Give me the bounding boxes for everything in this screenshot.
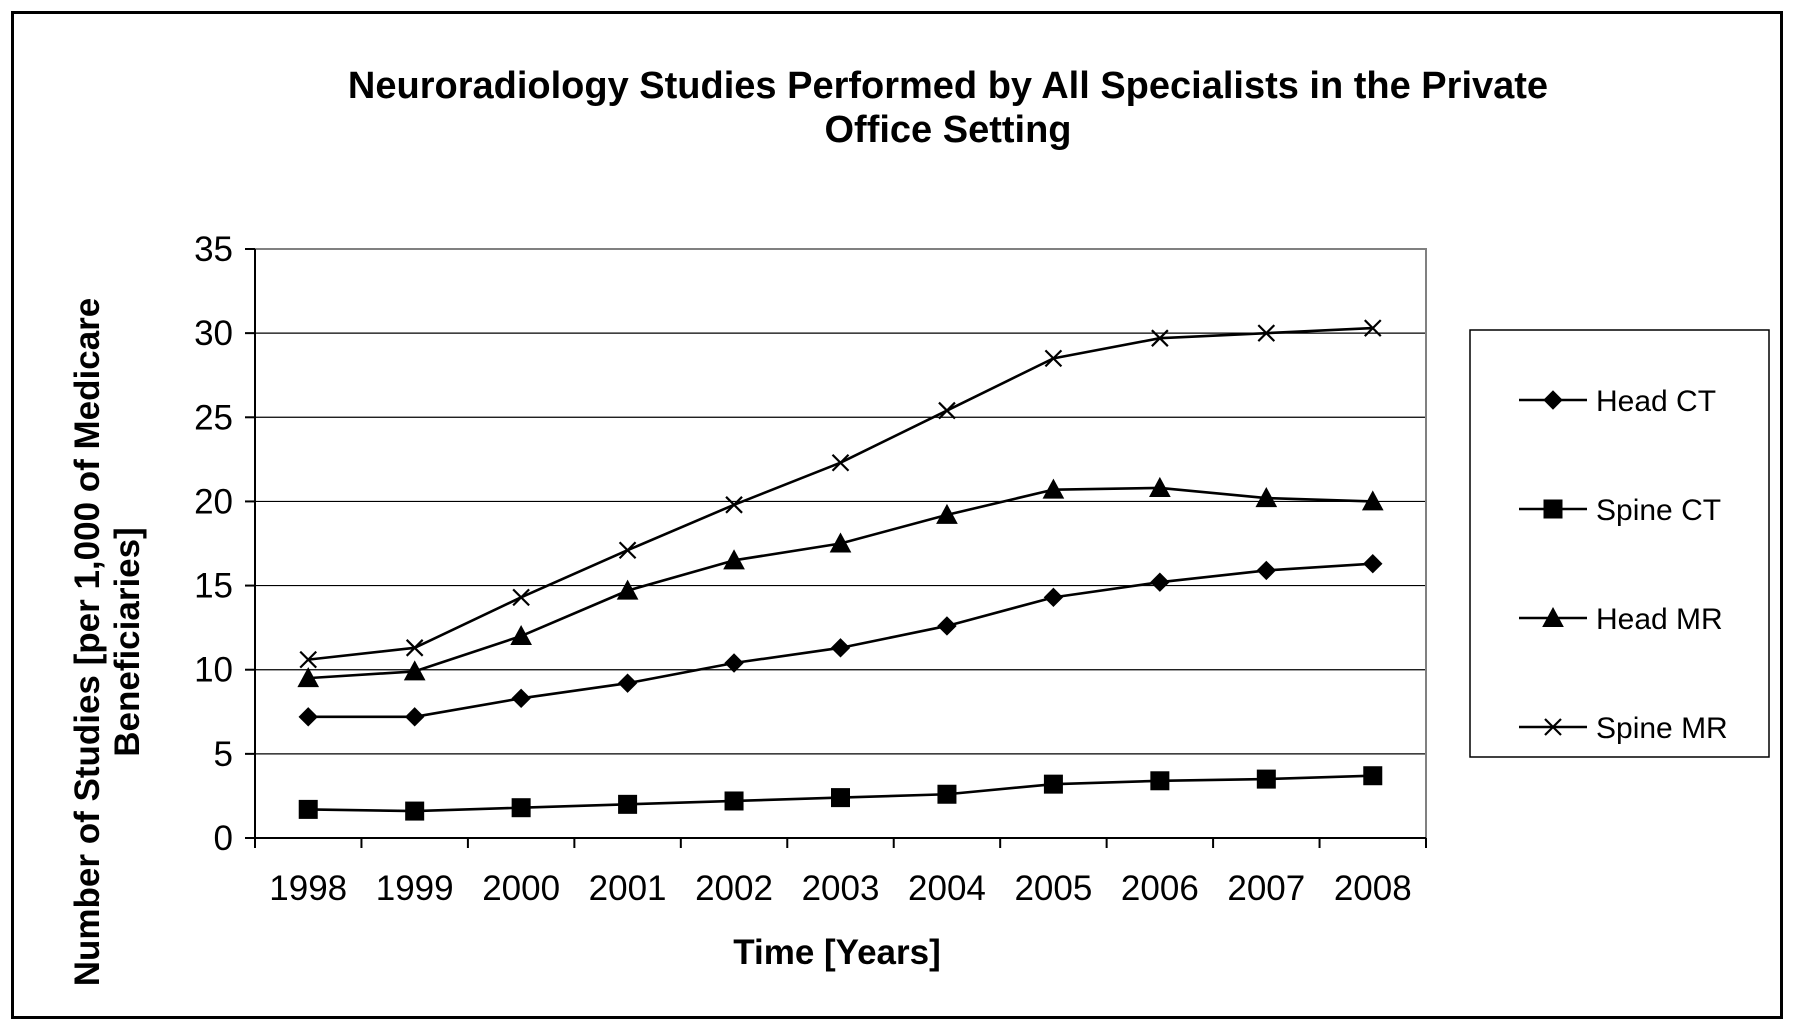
point-head-ct-2006 [1150,572,1170,592]
point-head-ct-2008 [1363,553,1383,574]
point-head-ct-2007 [1256,560,1277,581]
point-head-ct-2004 [937,616,957,636]
chart-title-line-1: Neuroradiology Studies Performed by All … [348,65,1548,107]
point-head-mr-2001 [616,579,639,600]
point-head-mr-1999 [403,660,426,681]
x-tick-label-2001: 2001 [589,869,667,908]
point-spine-mr-2008 [1363,319,1382,337]
point-spine-ct-2002 [724,791,744,811]
point-head-mr-2004 [936,503,958,524]
point-head-ct-2001 [617,673,638,693]
chart-svg: Neuroradiology Studies Performed by All … [68,65,1770,987]
x-tick-label-2003: 2003 [802,869,880,908]
legend-item-head-ct: Head CT [1519,385,1716,418]
legend-label-spine-ct: Spine CT [1596,494,1721,527]
point-spine-mr-2003 [831,453,850,472]
x-tick-label-2007: 2007 [1227,869,1305,908]
chart-frame: Neuroradiology Studies Performed by All … [11,11,1783,1019]
point-spine-mr-2007 [1257,324,1276,342]
legend: Head CT Spine CT Head MR Spine MR [1469,329,1770,758]
series-head-ct [298,553,1383,727]
point-spine-mr-2006 [1151,329,1169,347]
point-spine-ct-2007 [1256,769,1276,789]
point-spine-mr-2002 [725,496,743,514]
legend-marker-head-ct [1543,390,1563,410]
point-spine-ct-2004 [937,784,957,804]
point-spine-mr-2004 [938,401,956,420]
series-layer [297,319,1384,821]
legend-marker-spine-ct [1543,499,1563,519]
legend-box [1469,329,1770,758]
point-spine-ct-2000 [511,798,531,818]
point-head-ct-1998 [298,707,318,727]
y-tick-label-30: 30 [194,314,233,353]
x-tick-label-2000: 2000 [482,869,560,908]
point-spine-ct-2003 [831,788,850,808]
point-head-ct-2002 [724,653,744,673]
x-tick-label-1999: 1999 [376,869,454,908]
x-tick-label-2006: 2006 [1121,869,1199,908]
series-head-mr [297,476,1384,688]
point-spine-mr-1998 [299,650,318,669]
chart-title-line-2: Office Setting [824,109,1071,151]
y-axis-title-line-1: Number of Studies [per 1,000 of Medicare [68,298,107,987]
point-head-ct-1999 [404,707,425,727]
legend-marker-spine-mr [1544,718,1562,736]
x-tick-label-2005: 2005 [1014,869,1092,908]
point-spine-ct-1999 [405,801,425,821]
point-head-mr-1998 [297,667,320,688]
y-axis-title-line-2: Beneficiaries] [108,527,147,757]
point-spine-ct-2008 [1363,766,1383,786]
point-spine-mr-2005 [1044,349,1063,368]
point-spine-ct-1998 [298,799,318,819]
legend-label-spine-mr: Spine MR [1596,712,1728,745]
x-tick-label-2008: 2008 [1334,869,1412,908]
series-spine-ct [298,766,1383,821]
point-spine-ct-2001 [618,794,638,814]
point-head-mr-2008 [1361,490,1384,511]
y-tick-label-20: 20 [194,482,233,521]
legend-item-spine-mr: Spine MR [1519,712,1728,745]
point-spine-mr-2000 [512,588,530,607]
y-tick-label-5: 5 [214,735,233,774]
series-spine-mr [299,319,1382,669]
x-tick-label-2002: 2002 [695,869,773,908]
point-head-ct-2000 [511,688,531,709]
point-spine-mr-1999 [405,639,424,657]
plot-area: 0 5 10 15 20 25 30 35 1998 1999 2000 2001 2002 2003 20… [194,230,1427,908]
point-head-mr-2006 [1149,476,1171,497]
point-head-mr-2002 [723,549,745,570]
point-head-mr-2003 [829,532,852,553]
x-tick-label-2004: 2004 [908,869,986,908]
y-tick-label-35: 35 [194,230,233,269]
y-tick-label-25: 25 [194,398,233,437]
point-head-mr-2000 [510,625,532,646]
point-head-ct-2003 [830,638,851,658]
point-head-mr-2007 [1255,487,1278,508]
point-spine-mr-2001 [618,541,637,560]
legend-label-head-mr: Head MR [1596,603,1723,636]
legend-item-spine-ct: Spine CT [1519,494,1721,527]
point-head-mr-2005 [1042,478,1065,499]
y-tick-label-10: 10 [194,651,233,690]
point-head-ct-2005 [1043,587,1064,608]
point-spine-ct-2005 [1043,774,1063,794]
y-tick-label-0: 0 [214,819,233,858]
legend-marker-head-mr [1542,606,1564,627]
x-tick-label-1998: 1998 [269,869,347,908]
legend-item-head-mr: Head MR [1519,603,1723,636]
point-spine-ct-2006 [1150,771,1170,791]
y-tick-label-15: 15 [194,567,233,606]
legend-label-head-ct: Head CT [1596,385,1716,418]
x-axis-title: Time [Years] [733,933,941,972]
